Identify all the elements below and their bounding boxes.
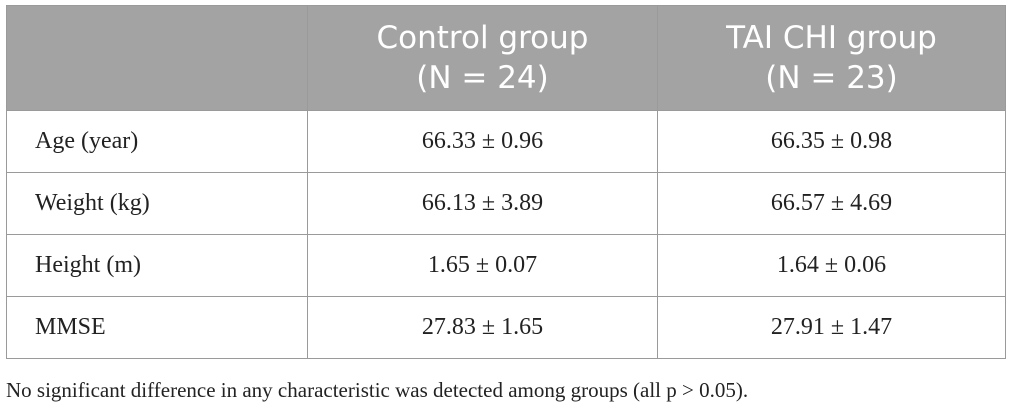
header-cell [6,5,308,111]
cell: 1.65 ± 0.07 [307,234,658,297]
table-row: Weight (kg) 66.13 ± 3.89 66.57 ± 4.69 [6,172,1006,235]
cell: 27.83 ± 1.65 [307,296,658,359]
data-table: Control group (N = 24) TAI CHI group (N = 2… [6,5,1006,359]
cell: 66.35 ± 0.98 [657,110,1006,173]
cell: 66.57 ± 4.69 [657,172,1006,235]
table-row: Age (year) 66.33 ± 0.96 66.35 ± 0.98 [6,110,1006,173]
footnote: No significant difference in any charact… [6,378,749,402]
row-label: Weight (kg) [6,172,308,235]
cell: 1.64 ± 0.06 [657,234,1006,297]
table-body: Age (year) 66.33 ± 0.96 66.35 ± 0.98 Weight… [6,110,1006,359]
header-n: (N = 24) [416,60,549,96]
table-head: Control group (N = 24) TAI CHI group (N = 2… [6,5,1006,111]
row-label: Height (m) [6,234,308,297]
header-title: Control group [376,20,589,56]
table-row: MMSE 27.83 ± 1.65 27.91 ± 1.47 [6,296,1006,359]
row-label: MMSE [6,296,308,359]
row-label: Age (year) [6,110,308,173]
header-cell: TAI CHI group (N = 23) [657,5,1006,111]
table-row: Height (m) 1.65 ± 0.07 1.64 ± 0.06 [6,234,1006,297]
header-cell: Control group (N = 24) [307,5,658,111]
header-n: (N = 23) [765,60,898,96]
cell: 27.91 ± 1.47 [657,296,1006,359]
cell: 66.13 ± 3.89 [307,172,658,235]
cell: 66.33 ± 0.96 [307,110,658,173]
header-title: TAI CHI group [726,20,937,56]
header-row: Control group (N = 24) TAI CHI group (N = 2… [6,5,1006,111]
